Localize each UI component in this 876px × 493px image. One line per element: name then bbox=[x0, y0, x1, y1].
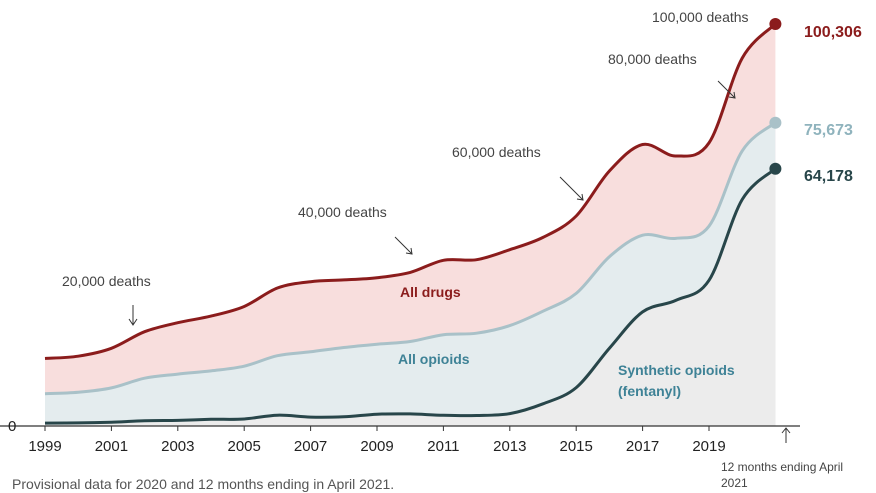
x-tick-label-2017: 2017 bbox=[626, 438, 659, 455]
annotation-100000-deaths: 100,000 deaths bbox=[652, 9, 749, 25]
annotation-60000-deaths: 60,000 deaths bbox=[452, 144, 541, 160]
end-value-all-opioids: 75,673 bbox=[804, 122, 853, 139]
footnote: Provisional data for 2020 and 12 months … bbox=[12, 476, 394, 492]
x-tick-label-2011: 2011 bbox=[427, 438, 459, 455]
annotation-arrow-40000 bbox=[394, 236, 413, 255]
end-marker-all-opioids bbox=[769, 116, 782, 129]
series-label-all-drugs: All drugs bbox=[400, 284, 461, 300]
series-label-fentanyl: (fentanyl) bbox=[618, 383, 681, 399]
series-label-all-opioids: All opioids bbox=[398, 351, 470, 367]
series-end-markers bbox=[769, 18, 782, 175]
x-tick-label-2005: 2005 bbox=[228, 438, 261, 455]
end-note-line2: 2021 bbox=[721, 476, 748, 490]
line-all-opioids bbox=[44, 121, 777, 396]
annotation-arrowhead-60000 bbox=[576, 193, 584, 201]
x-tick-label-2015: 2015 bbox=[560, 438, 593, 455]
end-note-line1: 12 months ending April bbox=[721, 460, 843, 474]
x-tick-label-2003: 2003 bbox=[161, 438, 194, 455]
end-marker-all-drugs bbox=[769, 18, 782, 30]
x-tick-label-2009: 2009 bbox=[360, 438, 393, 455]
end-marker-synthetic-opioids bbox=[769, 162, 782, 175]
end-value-all-drugs: 100,306 bbox=[804, 24, 862, 41]
end-note-arrowhead bbox=[781, 427, 791, 434]
x-axis-ticks: 1999 2001 2003 2005 2007 2009 2011 2013 2015 2017… bbox=[28, 426, 726, 455]
annotation-20000-deaths: 20,000 deaths bbox=[62, 273, 151, 289]
line-all-drugs bbox=[44, 22, 777, 360]
x-tick-label-2013: 2013 bbox=[493, 438, 526, 455]
x-tick-label-1999: 1999 bbox=[28, 438, 61, 455]
x-tick-label-2019: 2019 bbox=[692, 438, 725, 455]
y-tick-label: 0 bbox=[8, 418, 16, 435]
annotation-arrowhead-20000 bbox=[128, 318, 138, 326]
annotation-arrowhead-80000 bbox=[728, 91, 736, 99]
x-tick-label-2001: 2001 bbox=[95, 438, 128, 455]
annotation-80000-deaths: 80,000 deaths bbox=[608, 51, 697, 67]
series-label-synthetic-opioids: Synthetic opioids bbox=[618, 362, 735, 378]
annotation-40000-deaths: 40,000 deaths bbox=[298, 204, 387, 220]
annotation-arrow-80000 bbox=[717, 80, 736, 99]
annotation-arrow-60000 bbox=[559, 176, 584, 201]
chart-lines bbox=[44, 22, 777, 425]
end-value-synthetic-opioids: 64,178 bbox=[804, 168, 853, 185]
area-synthetic-opioids bbox=[45, 168, 776, 427]
area-all-opioids bbox=[45, 122, 776, 426]
line-synthetic-opioids bbox=[44, 167, 777, 425]
x-tick-label-2007: 2007 bbox=[294, 438, 327, 455]
annotation-arrowhead-40000 bbox=[405, 247, 413, 255]
chart-areas bbox=[45, 24, 776, 427]
